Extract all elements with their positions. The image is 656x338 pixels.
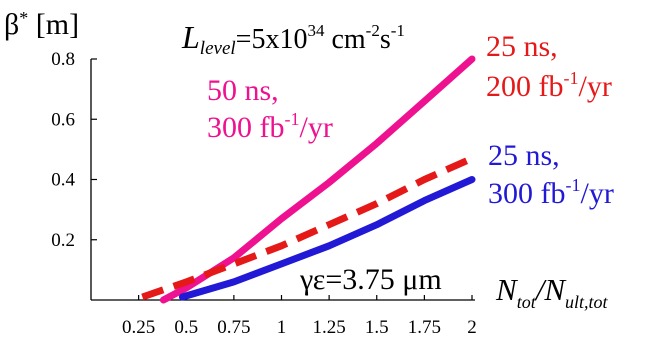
chart-title: Llevel=5x1034 cm-2s-1	[181, 19, 405, 59]
x-label-d-sub: ult,tot	[565, 292, 609, 312]
series-25ns-200-line1: 25 ns,	[486, 30, 558, 63]
series-label-25ns-300: 25 ns, 300 fb-1/yr	[488, 139, 614, 210]
x-label-n: N	[495, 272, 519, 307]
x-tick-label: 1	[277, 317, 287, 338]
y-axis-ticks: 0.2 0.4 0.6 0.8	[51, 49, 97, 251]
x-axis-title: Ntot/Nult,tot	[495, 272, 609, 312]
title-unit-a-exp: -2	[366, 21, 380, 40]
x-tick-label: 0.25	[122, 317, 155, 338]
title-rest: =5x10	[236, 24, 308, 55]
y-axis-title: β* [m]	[4, 8, 79, 41]
x-tick-label: 1.5	[365, 317, 389, 338]
series-50ns-300-line2-pre: 300 fb	[207, 111, 285, 144]
series-line-50ns-300	[159, 55, 476, 304]
y-tick-label: 0.4	[51, 170, 75, 191]
title-lhs-sub: level	[200, 38, 236, 59]
series-25ns-300-line2-sup: -1	[566, 175, 581, 195]
series-line-25ns-200	[141, 155, 474, 301]
title-lhs: L	[181, 19, 200, 55]
x-axis-ticks: 0.25 0.5 0.75 1 1.25 1.5 1.75 2	[122, 295, 477, 338]
series-50ns-300-line2-post: /yr	[300, 111, 333, 144]
emittance-label: γε=3.75 μm	[299, 263, 442, 296]
series-line-25ns-300	[178, 176, 476, 301]
series-25ns-200-line2-post: /yr	[579, 70, 612, 103]
x-label-slash: /N	[534, 272, 568, 307]
x-tick-label: 0.75	[217, 317, 250, 338]
series-50ns-300-line1: 50 ns,	[207, 74, 279, 107]
title-exp: 34	[307, 21, 325, 40]
title-unit-a: cm	[324, 24, 365, 55]
x-tick-label: 1.75	[408, 317, 441, 338]
series-label-25ns-200: 25 ns, 200 fb-1/yr	[486, 30, 612, 103]
series-25ns-300-line2: 300 fb-1/yr	[488, 175, 614, 210]
series-25ns-300-line2-post: /yr	[581, 177, 614, 210]
x-tick-label: 1.25	[313, 317, 346, 338]
series-label-50ns-300: 50 ns, 300 fb-1/yr	[207, 74, 333, 144]
x-tick-label: 2	[467, 317, 477, 338]
title-unit-b-exp: -1	[391, 21, 405, 40]
y-tick-label: 0.8	[51, 49, 75, 70]
series-lines	[141, 55, 476, 304]
y-tick-label: 0.6	[51, 109, 75, 130]
y-axis-symbol: β	[4, 8, 19, 41]
title-unit-b: s	[380, 24, 391, 55]
y-axis-symbol-sup: *	[19, 8, 28, 28]
series-25ns-200-line2-sup: -1	[564, 68, 579, 88]
x-label-n-sub: tot	[517, 292, 537, 312]
series-50ns-300-line2-sup: -1	[285, 109, 300, 129]
x-tick-label: 0.5	[174, 317, 198, 338]
series-25ns-300-line2-pre: 300 fb	[488, 177, 566, 210]
series-50ns-300-line2: 300 fb-1/yr	[207, 109, 333, 144]
series-25ns-200-line2-pre: 200 fb	[486, 70, 564, 103]
y-axis-unit: [m]	[28, 8, 79, 41]
y-tick-label: 0.2	[51, 230, 75, 251]
series-25ns-300-line1: 25 ns,	[488, 139, 560, 172]
series-25ns-200-line2: 200 fb-1/yr	[486, 68, 612, 103]
